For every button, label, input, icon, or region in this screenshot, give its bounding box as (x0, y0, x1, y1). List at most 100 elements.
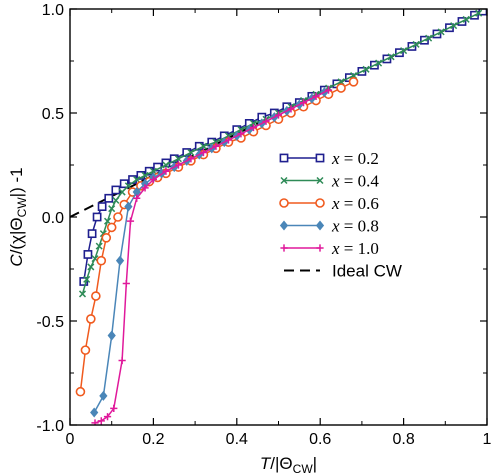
data-point (95, 242, 103, 250)
legend-entry-0: x = 0.2 (279, 149, 379, 168)
data-point (111, 185, 121, 195)
plot-area (70, 9, 487, 425)
y-tick-label: -0.5 (36, 314, 64, 331)
data-point (78, 290, 87, 298)
data-point (287, 105, 295, 113)
data-point (75, 386, 86, 397)
data-point (104, 193, 114, 203)
data-point (425, 34, 433, 42)
data-point (124, 201, 133, 212)
data-point (336, 83, 346, 93)
data-point (90, 407, 99, 418)
data-point (387, 53, 395, 61)
y-tick-label: 0.5 (42, 106, 64, 123)
data-point (249, 119, 258, 127)
data-point (262, 117, 270, 125)
legend-label: x = 0.8 (331, 217, 379, 236)
legend-entry-4: x = 1.0 (280, 239, 379, 258)
data-point (86, 314, 96, 324)
data-point (112, 196, 120, 204)
legend-marker (315, 153, 325, 163)
plot-frame (69, 8, 488, 426)
legend-label: x = 1.0 (331, 239, 379, 258)
legend-marker (280, 176, 288, 185)
data-point (126, 217, 135, 225)
data-point (99, 390, 108, 401)
data-point (113, 212, 123, 222)
data-point (324, 86, 333, 94)
series-line (81, 12, 480, 295)
data-point (437, 28, 445, 36)
data-point (475, 9, 483, 17)
data-point (92, 212, 102, 222)
y-axis-label: C/(χ|ΘCW|) -1 (7, 167, 29, 266)
series-4 (91, 86, 333, 425)
data-point (237, 130, 245, 138)
legend-marker (315, 220, 325, 231)
legend-marker (315, 198, 325, 208)
data-point (106, 222, 117, 233)
legend: x = 0.2 x = 0.4 x = 0.6 x = 0.8 x = 1.0 Ideal… (279, 149, 402, 281)
legend-marker (279, 198, 289, 208)
legend-label: Ideal CW (332, 262, 402, 281)
data-point (149, 175, 157, 184)
legend-marker (316, 176, 324, 185)
data-point (162, 161, 170, 169)
data-point (97, 202, 107, 211)
data-point (83, 250, 93, 259)
legend-label: x = 0.4 (331, 172, 379, 191)
data-point (96, 255, 107, 266)
data-point (119, 179, 129, 189)
data-point (348, 77, 359, 87)
data-point (162, 167, 170, 175)
data-point (101, 233, 112, 243)
legend-entry-2: x = 0.6 (279, 194, 379, 213)
series-line (79, 81, 354, 392)
legend-entry-3: x = 0.8 (279, 217, 379, 236)
data-point (450, 22, 458, 30)
legend-marker (280, 244, 288, 252)
data-point (87, 229, 97, 239)
y-tick-label: 0.0 (42, 210, 64, 227)
legend-marker (279, 153, 289, 163)
data-point (103, 413, 112, 421)
data-point (133, 194, 141, 202)
data-point (174, 155, 182, 163)
series-line (83, 10, 484, 282)
y-tick-label: 1.0 (42, 2, 64, 19)
data-point (115, 255, 125, 266)
data-point (249, 123, 258, 132)
series-3 (90, 87, 329, 418)
series-1 (78, 9, 483, 298)
legend-label: x = 0.2 (331, 149, 379, 168)
legend-marker (279, 220, 289, 231)
data-point (199, 148, 208, 157)
data-point (91, 419, 99, 425)
data-point (312, 92, 320, 100)
y-tick-label: -1.0 (36, 418, 64, 435)
data-point (212, 142, 220, 150)
data-point (199, 142, 207, 150)
x-tick-label: 0.4 (226, 431, 248, 448)
data-point (122, 279, 130, 288)
data-point (412, 40, 420, 48)
legend-entry-ideal-cw: Ideal CW (284, 262, 402, 281)
data-point (91, 291, 101, 301)
data-point (274, 111, 283, 119)
data-point (80, 345, 91, 355)
data-point (118, 356, 126, 365)
data-point (118, 188, 126, 196)
data-point (97, 417, 105, 425)
data-point (83, 275, 91, 283)
x-tick-label: 0.6 (309, 431, 331, 448)
x-tick-label: 0.8 (392, 431, 414, 448)
data-point (87, 263, 95, 271)
x-tick-label: 0.2 (142, 431, 164, 448)
data-point (141, 184, 149, 192)
data-point (237, 126, 245, 134)
series-line (94, 89, 329, 424)
data-point (107, 330, 116, 341)
legend-entry-1: x = 0.4 (280, 172, 379, 191)
data-point (462, 15, 470, 23)
